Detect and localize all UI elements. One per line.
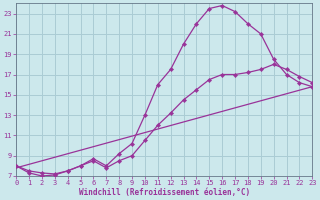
X-axis label: Windchill (Refroidissement éolien,°C): Windchill (Refroidissement éolien,°C)	[79, 188, 250, 197]
